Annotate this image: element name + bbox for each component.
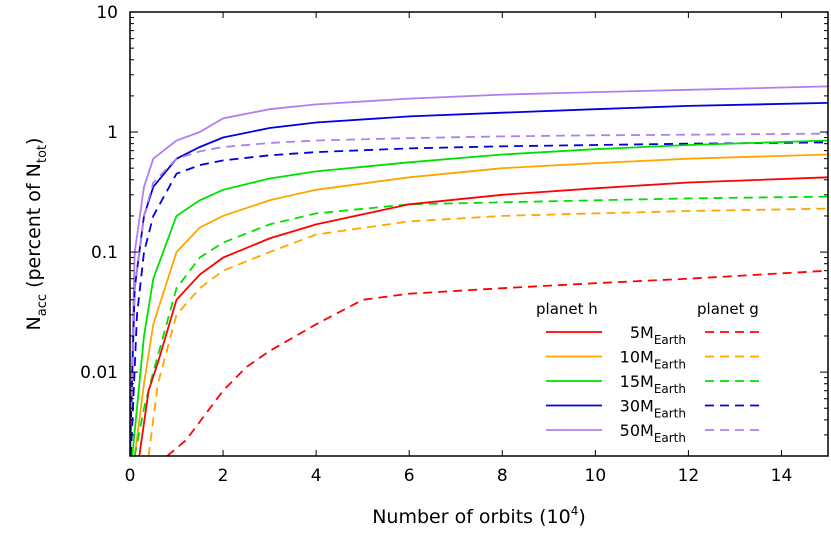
x-tick-label: 10 <box>585 466 607 486</box>
legend-label: 30MEarth <box>620 397 686 421</box>
y-tick-label: 0.01 <box>80 363 118 383</box>
x-axis-label: Number of orbits (104) <box>372 504 586 528</box>
series-line-planet-h-5M <box>138 176 828 456</box>
x-tick-label: 4 <box>311 466 322 486</box>
legend-label: 10MEarth <box>620 348 686 372</box>
legend-label: 15MEarth <box>620 372 686 396</box>
series-line-planet-g-15M <box>133 195 828 456</box>
legend-label: 5MEarth <box>630 323 686 347</box>
x-tick-label: 6 <box>404 466 415 486</box>
x-tick-label: 8 <box>497 466 508 486</box>
series-layer <box>130 85 828 456</box>
x-tick-label: 2 <box>218 466 229 486</box>
x-tick-label: 12 <box>678 466 700 486</box>
series-line-planet-g-30M <box>130 141 828 456</box>
series-line-planet-h-50M <box>130 85 828 456</box>
plot-frame <box>129 11 829 457</box>
x-tick-label: 14 <box>771 466 793 486</box>
series-line-planet-g-50M <box>130 132 828 456</box>
y-tick-label: 0.1 <box>91 243 118 263</box>
legend-label: 50MEarth <box>620 421 686 445</box>
ticks-layer: 0 2 4 6 8 10 12 14 0.01 0.1 1 10 <box>80 3 828 486</box>
legend-header-g: planet g <box>697 300 759 318</box>
series-line-planet-g-5M <box>166 269 828 456</box>
y-tick-label: 1 <box>107 123 118 143</box>
y-tick-label: 10 <box>96 3 118 23</box>
series-line-planet-h-10M <box>133 153 828 456</box>
legend-header-h: planet h <box>536 300 598 318</box>
x-tick-label: 0 <box>125 466 136 486</box>
series-line-planet-g-10M <box>147 207 828 456</box>
y-axis-label: Nacc (percent of Ntot) <box>23 138 50 331</box>
series-line-planet-h-15M <box>131 139 828 456</box>
legend: planet h planet g 5MEarth10MEarth15MEart… <box>536 300 762 445</box>
